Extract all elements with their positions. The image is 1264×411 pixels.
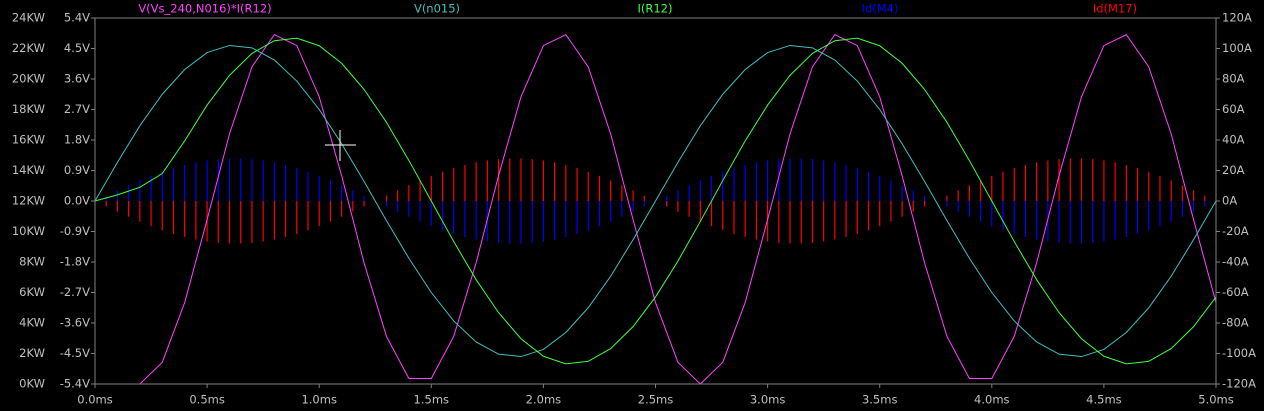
trace <box>95 33 1217 385</box>
y-tick-label: 8KW <box>19 255 45 269</box>
y-tick-label: -20A <box>1222 224 1249 238</box>
x-tick-label: 3.5ms <box>862 393 897 407</box>
y-tick-label: 3.6V <box>64 72 90 86</box>
y-tick-label: -120A <box>1222 377 1256 391</box>
y-tick-label: 20A <box>1222 163 1245 177</box>
y-tick-label: -3.6V <box>60 316 90 330</box>
y-tick-label: 100A <box>1222 41 1252 55</box>
y-tick-label: -100A <box>1222 346 1256 360</box>
x-tick-label: 5.0ms <box>1198 393 1233 407</box>
trace <box>94 44 1217 358</box>
y-tick-label: -2.7V <box>60 285 90 299</box>
y-tick-label: -80A <box>1222 316 1249 330</box>
y-tick-label: 60A <box>1222 102 1245 116</box>
y-tick-label: 120A <box>1222 11 1252 25</box>
y-tick-label: 24KW <box>12 11 45 25</box>
x-tick-label: 2.0ms <box>526 393 561 407</box>
y-tick-label: 12KW <box>12 194 45 208</box>
x-tick-label: 4.5ms <box>1086 393 1121 407</box>
legend-entry: V(n015) <box>414 2 460 16</box>
x-tick-label: 0.0ms <box>77 393 112 407</box>
y-tick-label: 4KW <box>19 316 45 330</box>
x-tick-label: 3.0ms <box>750 393 785 407</box>
y-tick-label: 2KW <box>19 346 45 360</box>
y-tick-label: 5.4V <box>64 11 90 25</box>
y-tick-label: 0.0V <box>64 194 90 208</box>
y-tick-label: 20KW <box>12 72 45 86</box>
cursor <box>325 130 356 161</box>
legend-entry: V(Vs_240,N016)*I(R12) <box>138 2 271 16</box>
y-tick-label: -0.9V <box>60 224 90 238</box>
y-tick-label: 6KW <box>19 285 45 299</box>
y-tick-label: -4.5V <box>60 346 90 360</box>
y-tick-label: 0KW <box>19 377 45 391</box>
y-tick-label: 22KW <box>12 41 45 55</box>
x-tick-label: 1.0ms <box>301 393 336 407</box>
y-tick-label: 40A <box>1222 133 1245 147</box>
trace-layer <box>94 33 1217 385</box>
axes: 0KW 2KW 4KW 6KW 8KW 10KW 12KW 14KW 16KW 18KW 20KW 2… <box>12 2 1256 407</box>
legend-entry: Id(M4) <box>862 2 899 16</box>
y-tick-label: -1.8V <box>60 255 90 269</box>
y-tick-label: 0A <box>1222 194 1237 208</box>
y-tick-label: 1.8V <box>64 133 90 147</box>
y-tick-label: -40A <box>1222 255 1249 269</box>
y-tick-label: 18KW <box>12 102 45 116</box>
y-tick-label: -5.4V <box>60 377 90 391</box>
x-tick-label: 1.5ms <box>414 393 449 407</box>
y-tick-label: 2.7V <box>64 102 90 116</box>
trace <box>94 37 1217 365</box>
y-tick-label: 16KW <box>12 133 45 147</box>
x-tick-label: 0.5ms <box>189 393 224 407</box>
y-tick-label: 4.5V <box>64 41 90 55</box>
y-tick-label: 14KW <box>12 163 45 177</box>
y-tick-label: 0.9V <box>64 163 90 177</box>
y-tick-label: -60A <box>1222 285 1249 299</box>
x-tick-label: 4.0ms <box>974 393 1009 407</box>
y-tick-label: 10KW <box>12 224 45 238</box>
legend-entry: Id(M17) <box>1093 2 1137 16</box>
x-tick-label: 2.5ms <box>638 393 673 407</box>
spike-layer <box>105 158 1206 244</box>
y-tick-label: 80A <box>1222 72 1245 86</box>
legend-entry: I(R12) <box>638 2 673 16</box>
